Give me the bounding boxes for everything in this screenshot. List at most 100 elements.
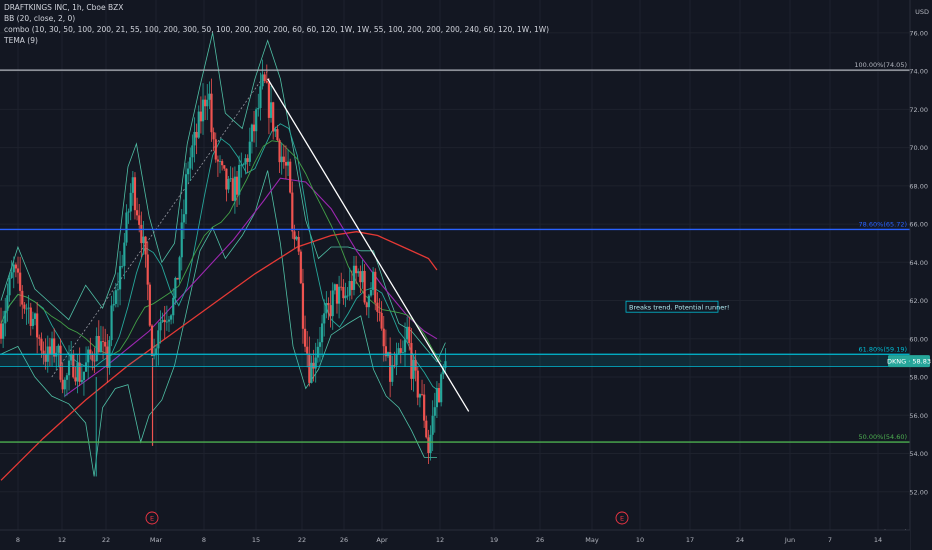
time-tick-label: 12 — [58, 536, 66, 544]
candle-body — [23, 304, 26, 309]
price-tick-label: 72.00 — [909, 106, 928, 114]
price-tick-label: 70.00 — [909, 144, 928, 152]
candle-body — [19, 272, 22, 291]
candle-body — [297, 236, 300, 252]
candle-body — [395, 354, 398, 366]
time-axis[interactable] — [0, 530, 910, 550]
candle-body — [393, 365, 396, 366]
candle-body — [406, 326, 409, 340]
candle-body — [331, 290, 334, 317]
candle-body — [36, 313, 39, 338]
time-tick-label: 26 — [536, 536, 544, 544]
candle-body — [293, 231, 296, 240]
time-tick-label: 24 — [736, 536, 744, 544]
candle-body — [367, 295, 370, 308]
earnings-event-marker[interactable] — [145, 511, 159, 525]
downtrend-line[interactable] — [267, 78, 470, 412]
candle-body — [248, 141, 251, 162]
price-axis[interactable] — [910, 0, 932, 550]
candle-body — [320, 323, 324, 343]
candle-body — [442, 367, 445, 375]
candle-body — [310, 362, 313, 383]
time-tick-label: May — [585, 536, 599, 544]
legend-combo[interactable]: combo (10, 30, 50, 100, 200, 21, 55, 100… — [4, 25, 550, 34]
candle-body — [335, 284, 339, 304]
time-tick-label: 19 — [490, 536, 498, 544]
candle-body — [118, 266, 122, 290]
candle-body — [289, 161, 292, 193]
time-tick-label: 22 — [102, 536, 110, 544]
candle-body — [0, 323, 3, 339]
candle-body — [214, 139, 217, 160]
candle-body — [61, 379, 64, 390]
candle-body — [63, 379, 66, 390]
price-tick-label: 74.00 — [909, 68, 928, 76]
candle-body — [382, 328, 385, 347]
time-tick-label: 17 — [686, 536, 694, 544]
candle-body — [29, 307, 32, 326]
candle-body — [80, 380, 83, 382]
candle-body — [401, 352, 404, 354]
candle-body — [201, 99, 205, 122]
candle-body — [252, 124, 256, 132]
candle-body — [423, 394, 426, 421]
candle-body — [165, 321, 168, 323]
time-tick-label: 10 — [636, 536, 644, 544]
candle-body — [172, 297, 175, 316]
candle-body — [410, 342, 413, 379]
legend-bb[interactable]: BB (20, close, 2, 0) — [4, 14, 76, 23]
candle-body — [444, 361, 447, 368]
candle-body — [176, 277, 179, 280]
candle-body — [42, 350, 45, 354]
candle-body — [76, 362, 79, 382]
candle-body — [138, 215, 141, 225]
candle-body — [272, 102, 275, 132]
candle-body — [384, 346, 387, 357]
candle-body — [223, 165, 226, 169]
candle-body — [187, 168, 190, 175]
candle-body — [112, 303, 115, 306]
candle-body — [227, 178, 230, 190]
candle-body — [59, 345, 62, 380]
price-tick-label: 58.00 — [909, 374, 928, 382]
last-price-tag[interactable] — [888, 355, 930, 368]
earnings-event-marker[interactable] — [615, 511, 629, 525]
candle-body — [259, 86, 262, 109]
candle-body — [123, 242, 126, 266]
price-tick-label: 60.00 — [909, 335, 928, 343]
candle-body — [265, 80, 268, 83]
candle-body — [93, 360, 96, 362]
annotation-box[interactable] — [625, 300, 719, 313]
candle-body — [299, 251, 302, 284]
candle-body — [197, 111, 200, 138]
candle-body — [155, 348, 158, 356]
candle-body — [44, 353, 47, 362]
candle-body — [316, 346, 319, 358]
candle-body — [131, 177, 134, 193]
candle-body — [274, 129, 277, 132]
candle-body — [323, 313, 326, 324]
earnings-event-label: E — [620, 515, 624, 523]
candle-body — [184, 174, 188, 215]
time-tick-label: 8 — [202, 536, 206, 544]
candle-body — [263, 74, 266, 81]
time-tick-label: 8 — [16, 536, 20, 544]
candle-body — [244, 158, 247, 165]
candle-body — [376, 302, 379, 312]
candle-body — [369, 289, 373, 296]
candle-body — [146, 254, 149, 285]
candle-body — [101, 341, 105, 343]
candle-body — [269, 102, 273, 118]
candle-body — [282, 156, 285, 163]
candle-body — [363, 270, 366, 303]
candle-body — [425, 420, 428, 438]
candle-body — [70, 354, 73, 361]
candle-body — [361, 270, 364, 283]
time-tick-label: 26 — [340, 536, 348, 544]
legend-tema[interactable]: TEMA (9) — [4, 36, 38, 45]
candle-body — [12, 264, 15, 273]
candle-body — [435, 388, 439, 408]
candle-body — [372, 271, 375, 290]
candle-body — [121, 265, 124, 267]
